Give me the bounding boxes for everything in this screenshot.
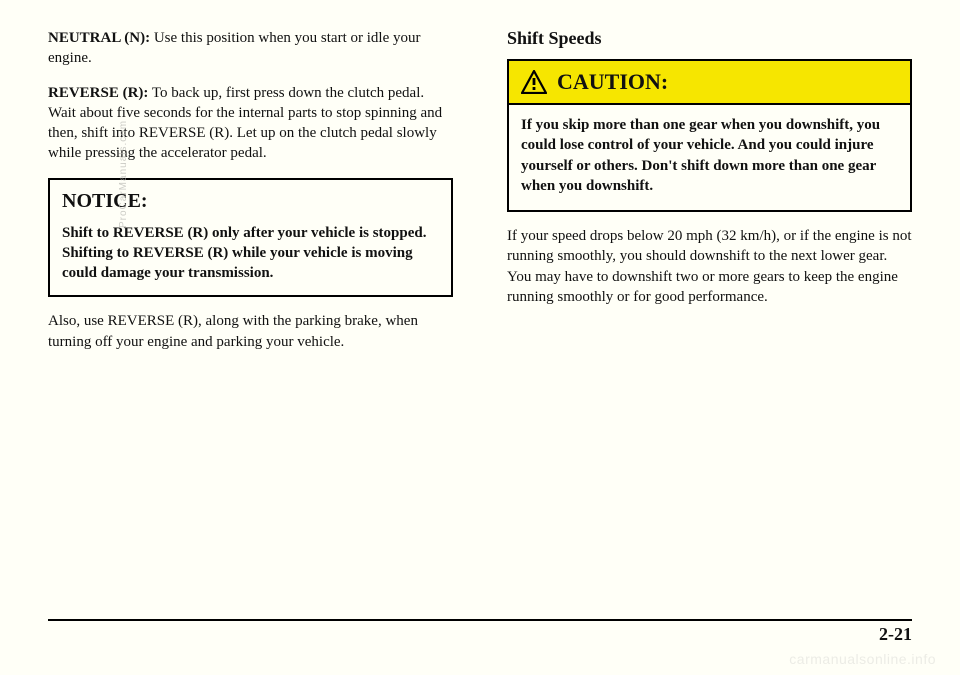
caution-body: If you skip more than one gear when you … — [509, 105, 910, 210]
neutral-paragraph: NEUTRAL (N): Use this position when you … — [48, 28, 453, 69]
two-column-layout: NEUTRAL (N): Use this position when you … — [48, 28, 912, 366]
notice-title: NOTICE: — [62, 190, 439, 213]
notice-box: NOTICE: Shift to REVERSE (R) only after … — [48, 178, 453, 298]
left-column: NEUTRAL (N): Use this position when you … — [48, 28, 453, 366]
manual-page: NEUTRAL (N): Use this position when you … — [0, 0, 960, 675]
shift-speeds-paragraph: If your speed drops below 20 mph (32 km/… — [507, 226, 912, 307]
reverse-label: REVERSE (R): — [48, 85, 148, 101]
notice-body: Shift to REVERSE (R) only after your veh… — [62, 223, 439, 284]
right-column: Shift Speeds CAUTION: If you skip more t… — [507, 28, 912, 366]
caution-box: CAUTION: If you skip more than one gear … — [507, 59, 912, 212]
site-watermark: carmanualsonline.info — [789, 651, 936, 667]
caution-title: CAUTION: — [557, 69, 668, 95]
neutral-label: NEUTRAL (N): — [48, 30, 150, 46]
warning-triangle-icon — [521, 70, 547, 94]
footer-rule — [48, 619, 912, 621]
caution-header: CAUTION: — [509, 61, 910, 105]
reverse-paragraph: REVERSE (R): To back up, first press dow… — [48, 83, 453, 164]
page-number: 2-21 — [879, 624, 912, 645]
shift-speeds-heading: Shift Speeds — [507, 28, 912, 49]
also-paragraph: Also, use REVERSE (R), along with the pa… — [48, 311, 453, 352]
